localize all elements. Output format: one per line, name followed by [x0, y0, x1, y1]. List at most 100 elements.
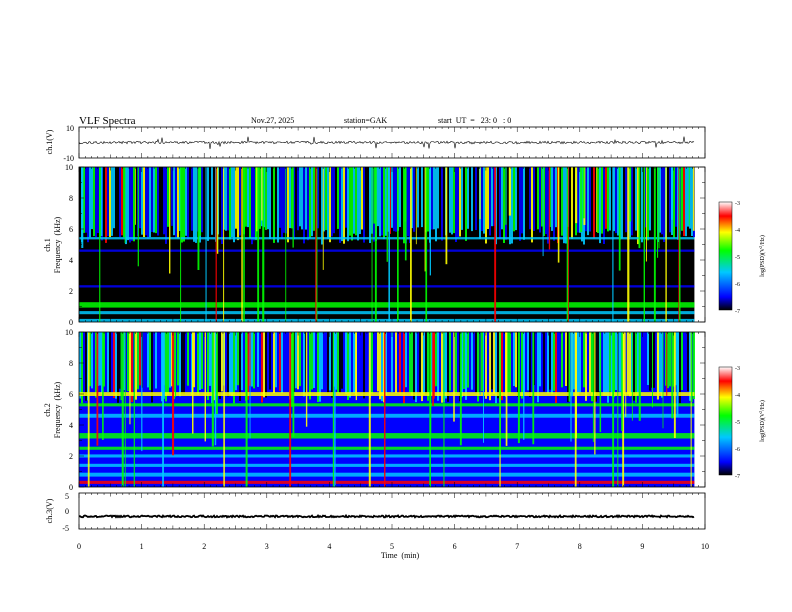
spectrogram-column	[439, 167, 441, 237]
spectrogram-column	[297, 332, 299, 390]
spectrogram-column	[615, 332, 617, 390]
ch2-ytick-4: 4	[69, 421, 73, 430]
ch2-ytick-10: 10	[65, 328, 73, 337]
spectrogram-column	[177, 332, 179, 386]
spectrogram-column	[345, 167, 347, 228]
spectrogram-column	[89, 332, 91, 387]
spectrogram-column	[669, 167, 671, 233]
sferic-streak	[415, 167, 417, 245]
spectrogram-column	[633, 167, 635, 227]
spectrogram-column	[551, 332, 553, 395]
spectrogram-column	[327, 167, 329, 239]
spectrogram-column	[459, 167, 461, 237]
xtick-5: 5	[390, 542, 394, 551]
ch2-ytick-2: 2	[69, 452, 73, 461]
spectrogram-column	[111, 167, 113, 236]
spectrogram-column	[153, 332, 155, 387]
spectrogram-column	[353, 332, 355, 393]
spectrogram-column	[507, 332, 509, 393]
spectrogram-column	[397, 332, 399, 393]
ch1-colorbar-label-sup: 2	[758, 246, 763, 248]
spectrogram-column	[187, 167, 189, 240]
spectrogram-column	[675, 332, 677, 386]
spectrogram-column	[83, 167, 85, 233]
spectrogram-column	[587, 167, 589, 236]
spectrogram-column	[461, 167, 463, 230]
sferic-streak	[445, 167, 448, 265]
spectrogram-column	[673, 167, 675, 238]
sferic-streak	[592, 332, 594, 442]
spectrogram-column	[489, 332, 491, 401]
spectrogram-column	[615, 167, 617, 234]
sferic-streak	[424, 167, 426, 272]
spectrogram-column	[343, 332, 345, 403]
spectrogram-column	[665, 332, 667, 386]
spectrogram-band	[79, 480, 695, 484]
spectrogram-column	[643, 332, 645, 386]
spectrogram-column	[203, 167, 205, 231]
spectrogram-column	[493, 332, 495, 394]
sferic-streak	[241, 167, 243, 322]
spectrogram-column	[109, 167, 111, 238]
spectrogram-column	[331, 332, 333, 398]
spectrogram-column	[455, 332, 457, 393]
spectrogram-column	[283, 332, 285, 397]
sferic-streak	[557, 167, 560, 263]
spectrogram-column	[463, 167, 465, 229]
sferic-streak	[215, 167, 217, 322]
spectrogram-column	[517, 167, 519, 228]
spectrogram-column	[413, 332, 415, 400]
spectrogram-column	[515, 167, 517, 231]
spectrogram-column	[189, 332, 191, 389]
spectrogram-column	[231, 167, 233, 238]
spectrogram-column	[655, 332, 657, 392]
spectrogram-column	[95, 167, 97, 237]
spectrogram-column	[325, 332, 327, 400]
spectrogram-column	[115, 332, 117, 399]
spectrogram-column	[383, 167, 385, 240]
spectrogram-column	[347, 167, 349, 242]
spectrogram-band	[79, 302, 695, 308]
spectrogram-column	[279, 167, 281, 228]
sferic-streak	[676, 332, 679, 417]
spectrogram-column	[181, 167, 183, 243]
spectrogram-column	[123, 167, 125, 238]
spectrogram-column	[637, 167, 639, 245]
spectrogram-column	[155, 167, 157, 234]
spectrogram-column	[457, 167, 459, 238]
spectrogram-column	[609, 167, 611, 231]
spectrogram-column	[365, 167, 367, 241]
sferic-streak	[305, 332, 308, 427]
spectrogram-column	[357, 332, 359, 398]
spectrogram-column	[613, 167, 615, 232]
spectrogram-column	[483, 167, 485, 234]
sferic-streak	[199, 167, 202, 236]
ch1-spectrogram-ylabel-frequency: Frequency (kHz)	[53, 216, 62, 273]
spectrogram-column	[565, 167, 567, 244]
xtick-9: 9	[640, 542, 644, 551]
spectrogram-column	[523, 167, 525, 240]
spectrogram-column	[403, 332, 405, 404]
spectrogram-column	[219, 332, 221, 399]
spectrogram-column	[589, 332, 591, 393]
spectrogram-column	[627, 332, 629, 395]
spectrogram-column	[263, 332, 265, 398]
spectrogram-column	[381, 332, 383, 402]
spectrogram-column	[179, 167, 181, 231]
spectrogram-column	[417, 167, 419, 228]
ch3-waveform-ylabel: ch.3(V)	[45, 498, 54, 523]
ch1-colorbar-tick-m3: -3	[735, 201, 740, 207]
spectrogram-column	[265, 167, 267, 230]
spectrogram-column	[677, 167, 679, 240]
spectrogram-column	[213, 167, 215, 233]
sferic-streak	[169, 167, 171, 274]
ch1-waveform-trace	[78, 136, 695, 150]
spectrogram-column	[319, 332, 321, 402]
spectrogram-column	[211, 167, 213, 235]
sferic-streak	[163, 332, 165, 399]
spectrogram-column	[439, 332, 441, 396]
spectrogram-column	[233, 167, 235, 243]
sferic-streak	[175, 332, 177, 397]
ch2-colorbar-tick-m5: -5	[735, 420, 740, 426]
sferic-streak	[192, 332, 194, 434]
